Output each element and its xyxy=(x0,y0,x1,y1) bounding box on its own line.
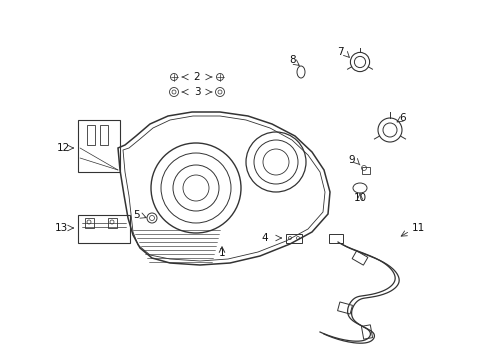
Bar xyxy=(108,218,117,228)
Bar xyxy=(361,167,369,174)
Text: 1: 1 xyxy=(218,248,225,258)
Bar xyxy=(87,125,95,145)
Bar xyxy=(85,218,94,228)
Text: 7: 7 xyxy=(336,47,343,57)
Text: 4: 4 xyxy=(261,233,268,243)
Text: 10: 10 xyxy=(353,193,366,203)
Text: 5: 5 xyxy=(133,210,140,220)
Text: 11: 11 xyxy=(410,223,424,233)
Text: 9: 9 xyxy=(348,155,355,165)
Text: 12: 12 xyxy=(56,143,69,153)
Text: 8: 8 xyxy=(289,55,296,65)
Text: 3: 3 xyxy=(193,87,200,97)
Bar xyxy=(78,120,120,172)
Text: 13: 13 xyxy=(54,223,67,233)
Text: 6: 6 xyxy=(399,113,406,123)
Text: 2: 2 xyxy=(193,72,200,82)
Bar xyxy=(285,234,302,243)
Bar xyxy=(78,215,130,243)
Bar xyxy=(100,125,108,145)
